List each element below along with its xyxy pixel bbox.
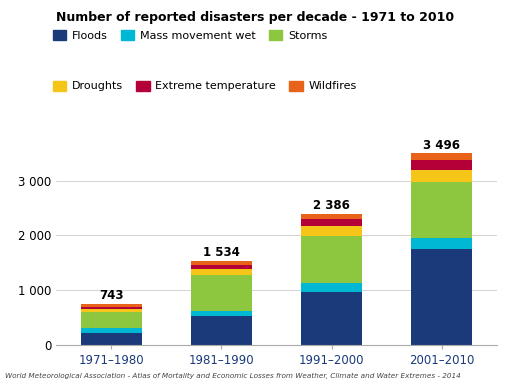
- Text: World Meteorological Association - Atlas of Mortality and Economic Losses from W: World Meteorological Association - Atlas…: [5, 373, 461, 379]
- Bar: [411, 182, 472, 238]
- Text: 3 496: 3 496: [423, 139, 460, 152]
- Bar: [81, 328, 142, 333]
- Bar: [191, 275, 252, 311]
- Bar: [81, 313, 142, 328]
- Bar: [81, 307, 142, 309]
- Bar: [191, 270, 252, 275]
- Bar: [411, 160, 472, 170]
- Text: Number of reported disasters per decade - 1971 to 2010: Number of reported disasters per decade …: [56, 11, 455, 25]
- Text: 1 534: 1 534: [203, 246, 240, 259]
- Bar: [301, 292, 362, 345]
- Bar: [191, 261, 252, 265]
- Bar: [301, 283, 362, 292]
- Bar: [301, 214, 362, 219]
- Bar: [301, 236, 362, 283]
- Bar: [411, 238, 472, 249]
- Bar: [301, 219, 362, 226]
- Bar: [191, 265, 252, 270]
- Bar: [411, 170, 472, 182]
- Bar: [81, 333, 142, 345]
- Bar: [81, 304, 142, 307]
- Bar: [411, 249, 472, 345]
- Text: 743: 743: [99, 289, 123, 302]
- Legend: Droughts, Extreme temperature, Wildfires: Droughts, Extreme temperature, Wildfires: [53, 81, 356, 92]
- Bar: [301, 226, 362, 236]
- Bar: [81, 309, 142, 313]
- Text: 2 386: 2 386: [313, 199, 350, 212]
- Bar: [411, 154, 472, 160]
- Bar: [191, 311, 252, 316]
- Bar: [191, 316, 252, 345]
